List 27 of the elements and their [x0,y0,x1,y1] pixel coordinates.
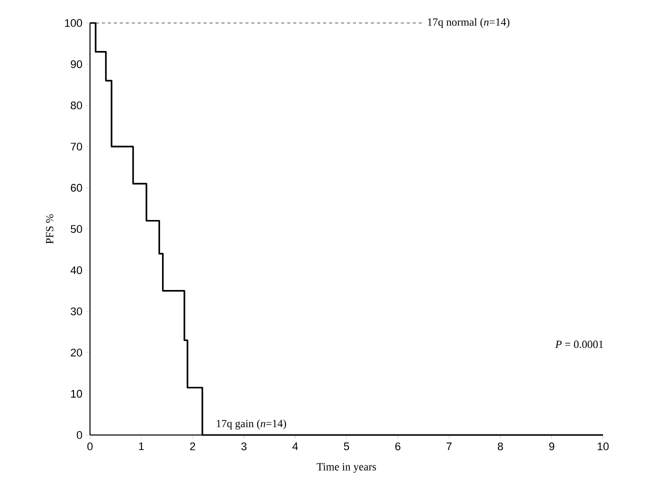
x-tick-label: 4 [292,442,298,450]
x-tick-label: 9 [549,442,554,450]
x-tick-label: 2 [190,442,196,450]
x-tick-label: 5 [344,442,350,450]
annotation: P = 0.0001 [555,340,604,348]
y-tick-label: 40 [70,266,82,274]
x-axis-title: Time in years [316,463,376,473]
y-tick-label: 60 [70,184,82,192]
y-tick-label: 90 [70,60,82,68]
x-tick-label: 8 [498,442,503,450]
y-axis-title: PFS % [46,214,54,244]
y-tick-label: 30 [70,308,82,316]
y-tick-label: 100 [65,19,82,27]
y-tick-label: 50 [70,225,82,233]
x-tick-label: 6 [395,442,400,450]
y-tick-label: 0 [76,431,82,439]
x-tick-label: 10 [598,442,609,450]
y-tick-label: 10 [71,390,82,398]
x-tick-label: 7 [446,442,452,450]
series-label: 17q normal (n=14) [428,18,510,28]
y-tick-label: 80 [70,102,82,110]
x-tick-label: 3 [241,442,246,450]
x-tick-label: 1 [139,442,144,450]
series-label: 17q gain (n=14) [216,420,286,430]
y-tick-label: 70 [70,142,82,150]
y-tick-label: 20 [70,348,82,356]
x-tick-label: 0 [87,442,93,450]
